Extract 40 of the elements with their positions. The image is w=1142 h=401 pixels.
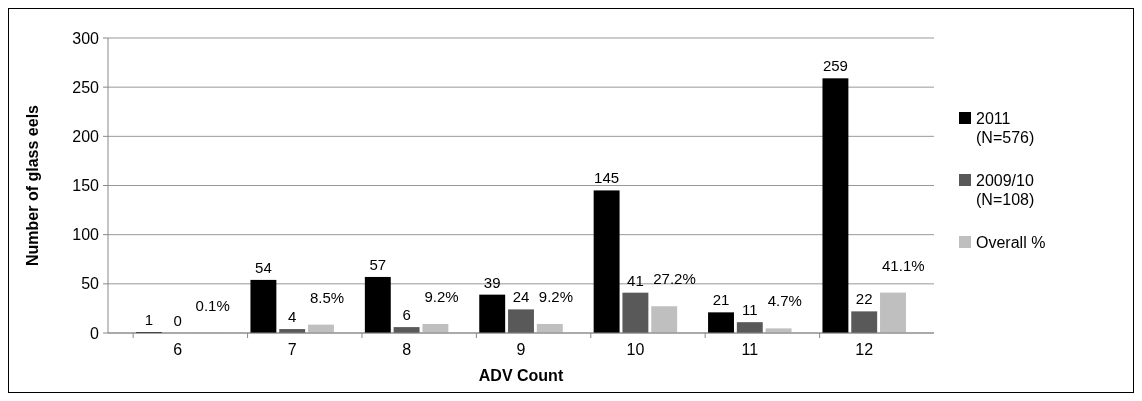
data-label: 41.1% — [882, 256, 925, 274]
data-label: 57 — [369, 255, 387, 273]
data-label: 21 — [712, 291, 730, 309]
x-tick-label: 8 — [402, 341, 412, 358]
y-tick-label: 100 — [72, 226, 100, 244]
x-axis-title: ADV Count — [478, 367, 564, 384]
x-tick-label: 12 — [855, 341, 874, 358]
data-label: 9.2% — [538, 287, 574, 305]
data-label: 0 — [173, 312, 182, 329]
data-label: 9.2% — [424, 287, 459, 305]
legend-label: 2009/10 (N=108) — [976, 171, 1035, 208]
legend-label: 2011 (N=576) — [976, 109, 1035, 146]
data-label: 24 — [512, 288, 530, 306]
data-label: 1 — [144, 311, 154, 329]
data-label: 0.1% — [195, 296, 230, 314]
data-label: 41 — [627, 271, 644, 289]
y-tick-label: 50 — [81, 275, 100, 293]
data-label: 4.7% — [767, 292, 802, 310]
y-tick-label: 0 — [90, 324, 100, 342]
data-label: 54 — [255, 258, 272, 276]
data-label: 22 — [855, 290, 873, 308]
x-tick-label: 9 — [516, 341, 526, 358]
y-tick-label: 200 — [72, 127, 100, 145]
y-tick-label: 250 — [72, 78, 100, 96]
x-tick-label: 7 — [287, 341, 297, 358]
data-label: 6 — [402, 306, 411, 324]
y-axis-title: Number of glass eels — [24, 104, 41, 266]
data-label: 259 — [822, 57, 848, 75]
x-tick-label: 6 — [173, 341, 183, 358]
y-tick-label: 150 — [72, 177, 100, 195]
y-tick-label: 300 — [72, 29, 100, 47]
data-label: 11 — [742, 301, 758, 319]
x-tick-label: 11 — [741, 341, 759, 358]
data-label: 4 — [288, 308, 297, 326]
x-tick-label: 10 — [626, 341, 645, 358]
legend-label: Overall % — [976, 233, 1046, 251]
data-label: 39 — [483, 273, 501, 291]
data-label: 8.5% — [310, 288, 345, 306]
data-label: 27.2% — [653, 270, 696, 288]
data-label: 145 — [594, 169, 620, 187]
